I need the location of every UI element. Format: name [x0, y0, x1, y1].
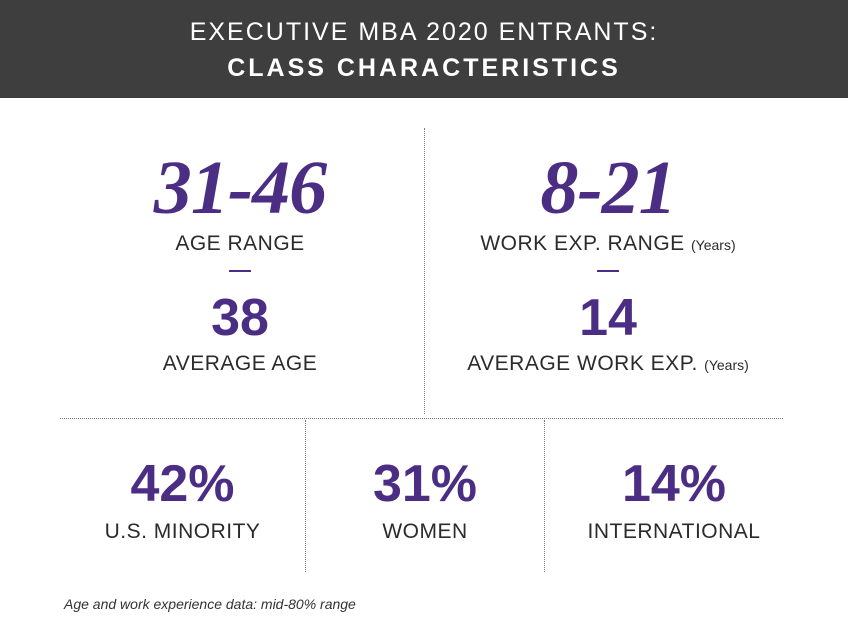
work-range-value: 8-21: [540, 146, 676, 230]
average-work-label: AVERAGE WORK EXP. (Years): [428, 352, 788, 376]
age-divider-dash: [229, 270, 251, 272]
work-range-unit: (Years): [691, 237, 736, 253]
work-divider-dash: [597, 270, 619, 272]
title-line-1: EXECUTIVE MBA 2020 ENTRANTS:: [189, 18, 659, 46]
divider-vertical-bottom-right: [544, 420, 545, 572]
age-range-label: AGE RANGE: [175, 232, 305, 255]
stat-women: 31% WOMEN: [306, 458, 544, 544]
age-block: 31-46 AGE RANGE 38 AVERAGE AGE: [60, 150, 420, 376]
age-range-value: 31-46: [153, 146, 327, 230]
average-work-label-text: AVERAGE WORK EXP.: [467, 352, 698, 375]
footnote: Age and work experience data: mid-80% ra…: [64, 596, 356, 612]
work-range-label-text: WORK EXP. RANGE: [480, 232, 685, 255]
header-banner: EXECUTIVE MBA 2020 ENTRANTS: CLASS CHARA…: [0, 0, 848, 98]
divider-vertical-top: [424, 128, 425, 414]
stat-us-minority-value: 42%: [130, 455, 235, 513]
stat-international: 14% INTERNATIONAL: [545, 458, 803, 544]
average-work-unit: (Years): [704, 357, 749, 373]
stat-women-value: 31%: [372, 455, 478, 513]
average-work-value: 14: [579, 289, 637, 347]
stat-women-label: WOMEN: [382, 520, 468, 543]
average-age-label: AVERAGE AGE: [162, 352, 318, 375]
stat-international-label: INTERNATIONAL: [587, 520, 761, 543]
divider-horizontal: [60, 418, 783, 419]
stat-us-minority: 42% U.S. MINORITY: [60, 458, 305, 544]
stat-international-value: 14%: [621, 455, 727, 513]
divider-vertical-bottom-left: [305, 420, 306, 572]
average-age-value: 38: [211, 289, 269, 347]
work-block: 8-21 WORK EXP. RANGE (Years) 14 AVERAGE …: [428, 150, 788, 376]
title-line-2: CLASS CHARACTERISTICS: [227, 54, 621, 82]
stat-us-minority-label: U.S. MINORITY: [104, 520, 261, 543]
work-range-label: WORK EXP. RANGE (Years): [428, 232, 788, 256]
